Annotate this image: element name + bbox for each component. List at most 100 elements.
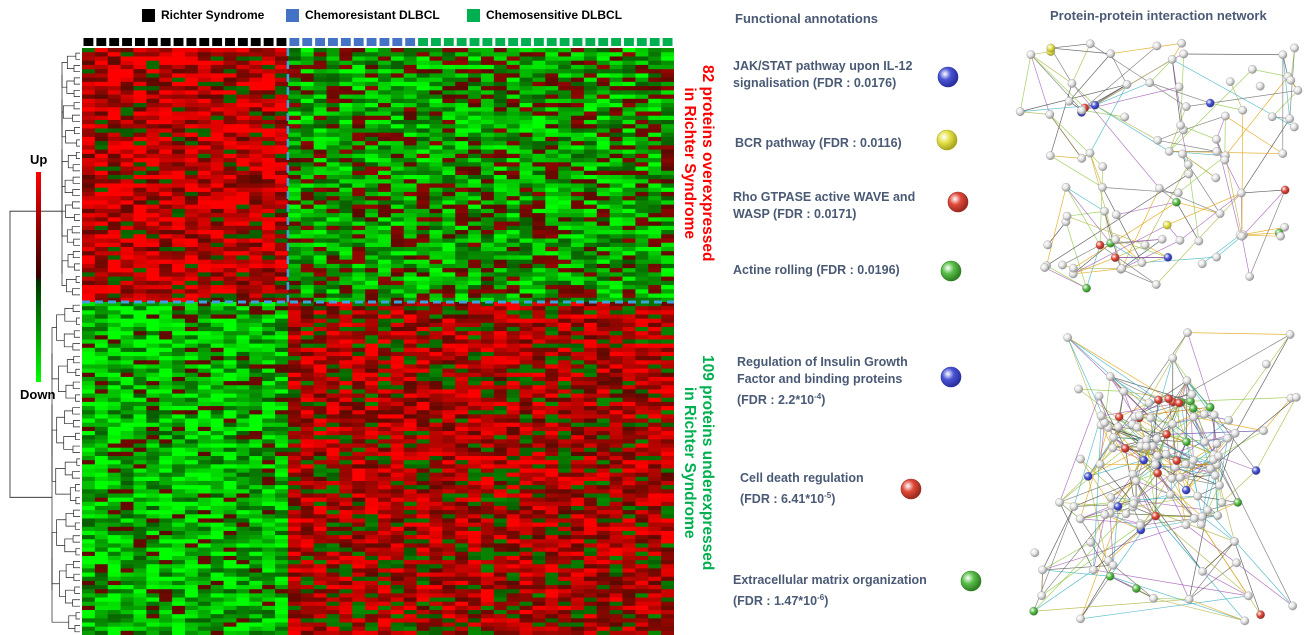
heatmap-cell bbox=[391, 327, 404, 332]
heatmap-cell bbox=[571, 243, 584, 248]
heatmap-cell bbox=[648, 167, 661, 172]
heatmap-cell bbox=[481, 179, 494, 184]
heatmap-cell bbox=[597, 485, 610, 490]
heatmap-cell bbox=[339, 481, 352, 486]
heatmap-cell bbox=[455, 435, 468, 440]
heatmap-cell bbox=[275, 116, 288, 121]
heatmap-cell bbox=[455, 385, 468, 390]
heatmap-cell bbox=[597, 124, 610, 129]
heatmap-cell bbox=[82, 52, 95, 57]
heatmap-cell bbox=[635, 243, 648, 248]
heatmap-cell bbox=[224, 167, 237, 172]
heatmap-cell bbox=[635, 137, 648, 142]
heatmap-cell bbox=[339, 52, 352, 57]
heatmap-cell bbox=[417, 183, 430, 188]
heatmap-cell bbox=[661, 78, 674, 83]
heatmap-cell bbox=[185, 171, 198, 176]
heatmap-cell bbox=[417, 394, 430, 399]
heatmap-cell bbox=[95, 128, 108, 133]
heatmap-cell bbox=[635, 52, 648, 57]
heatmap-cell bbox=[442, 410, 455, 415]
heatmap-cell bbox=[314, 171, 327, 176]
heatmap-cell bbox=[352, 95, 365, 100]
heatmap-cell bbox=[301, 247, 314, 252]
heatmap-cell bbox=[417, 444, 430, 449]
heatmap-cell bbox=[404, 230, 417, 235]
heatmap-cell bbox=[327, 389, 340, 394]
heatmap-cell bbox=[648, 373, 661, 378]
heatmap-cell bbox=[198, 427, 211, 432]
heatmap-cell bbox=[532, 314, 545, 319]
heatmap-cell bbox=[597, 477, 610, 482]
heatmap-cell bbox=[610, 485, 623, 490]
heatmap-cell bbox=[211, 200, 224, 205]
heatmap-cell bbox=[185, 431, 198, 436]
heatmap-cell bbox=[146, 175, 159, 180]
heatmap-cell bbox=[314, 414, 327, 419]
heatmap-cell bbox=[417, 264, 430, 269]
heatmap-cell bbox=[429, 294, 442, 299]
heatmap-cell bbox=[249, 344, 262, 349]
heatmap-cell bbox=[584, 99, 597, 104]
heatmap-cell bbox=[494, 260, 507, 265]
heatmap-cell bbox=[378, 294, 391, 299]
heatmap-cell bbox=[159, 444, 172, 449]
heatmap-cell bbox=[494, 285, 507, 290]
heatmap-cell bbox=[635, 410, 648, 415]
heatmap-cell bbox=[520, 398, 533, 403]
heatmap-cell bbox=[159, 120, 172, 125]
heatmap-cell bbox=[314, 306, 327, 311]
heatmap-cell bbox=[545, 73, 558, 78]
heatmap-cell bbox=[494, 348, 507, 353]
heatmap-cell bbox=[404, 331, 417, 336]
heatmap-cell bbox=[468, 167, 481, 172]
heatmap-cell bbox=[275, 222, 288, 227]
heatmap-cell bbox=[597, 90, 610, 95]
heatmap-cell bbox=[82, 205, 95, 210]
heatmap-cell bbox=[82, 48, 95, 53]
heatmap-cell bbox=[95, 260, 108, 265]
heatmap-cell bbox=[584, 205, 597, 210]
heatmap-cell bbox=[404, 255, 417, 260]
heatmap-cell bbox=[352, 402, 365, 407]
heatmap-cell bbox=[95, 348, 108, 353]
heatmap-cell bbox=[442, 406, 455, 411]
heatmap-cell bbox=[262, 247, 275, 252]
heatmap-cell bbox=[597, 464, 610, 469]
heatmap-cell bbox=[133, 402, 146, 407]
heatmap-cell bbox=[610, 352, 623, 357]
heatmap-cell bbox=[520, 48, 533, 53]
heatmap-cell bbox=[339, 243, 352, 248]
heatmap-cell bbox=[159, 167, 172, 172]
heatmap-cell bbox=[404, 217, 417, 222]
heatmap-cell bbox=[262, 394, 275, 399]
heatmap-cell bbox=[391, 120, 404, 125]
heatmap-cell bbox=[211, 128, 224, 133]
heatmap-cell bbox=[146, 398, 159, 403]
heatmap-cell bbox=[391, 419, 404, 424]
heatmap-cell bbox=[623, 352, 636, 357]
heatmap-cell bbox=[545, 406, 558, 411]
heatmap-cell bbox=[159, 107, 172, 112]
heatmap-cell bbox=[520, 120, 533, 125]
heatmap-cell bbox=[121, 469, 134, 474]
heatmap-cell bbox=[610, 226, 623, 231]
heatmap-cell bbox=[532, 272, 545, 277]
heatmap-cell bbox=[121, 398, 134, 403]
heatmap-cell bbox=[301, 456, 314, 461]
heatmap-cell bbox=[159, 112, 172, 117]
heatmap-cell bbox=[339, 239, 352, 244]
heatmap-cell bbox=[623, 373, 636, 378]
heatmap-cell bbox=[481, 264, 494, 269]
heatmap-cell bbox=[275, 247, 288, 252]
heatmap-cell bbox=[339, 103, 352, 108]
heatmap-cell bbox=[198, 137, 211, 142]
heatmap-cell bbox=[610, 389, 623, 394]
heatmap-cell bbox=[635, 247, 648, 252]
heatmap-cell bbox=[429, 222, 442, 227]
heatmap-cell bbox=[635, 406, 648, 411]
heatmap-cell bbox=[327, 469, 340, 474]
heatmap-cell bbox=[661, 150, 674, 155]
heatmap-cell bbox=[352, 364, 365, 369]
heatmap-cell bbox=[275, 344, 288, 349]
